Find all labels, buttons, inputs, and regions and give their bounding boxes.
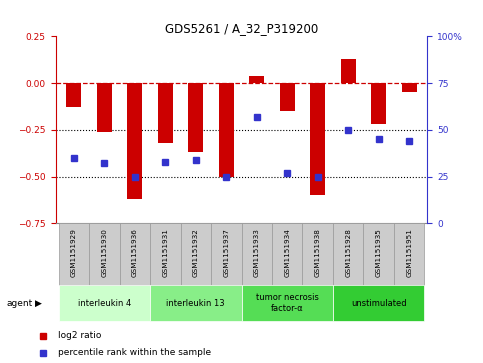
- Text: log2 ratio: log2 ratio: [58, 331, 101, 340]
- Bar: [333, 223, 363, 285]
- Text: GSM1151935: GSM1151935: [376, 228, 382, 277]
- Bar: [58, 223, 89, 285]
- Bar: [66, 83, 82, 107]
- Bar: [272, 223, 302, 285]
- Bar: [302, 223, 333, 285]
- Bar: [181, 223, 211, 285]
- Text: interleukin 13: interleukin 13: [167, 299, 225, 307]
- Bar: [219, 83, 234, 176]
- Text: GSM1151933: GSM1151933: [254, 228, 260, 277]
- Bar: [120, 223, 150, 285]
- Bar: [97, 83, 112, 132]
- Text: interleukin 4: interleukin 4: [78, 299, 131, 307]
- Bar: [333, 285, 425, 321]
- Bar: [150, 223, 181, 285]
- Text: GSM1151931: GSM1151931: [162, 228, 168, 277]
- Bar: [188, 83, 203, 152]
- Text: tumor necrosis
factor-α: tumor necrosis factor-α: [256, 293, 319, 313]
- Text: GSM1151932: GSM1151932: [193, 228, 199, 277]
- Title: GDS5261 / A_32_P319200: GDS5261 / A_32_P319200: [165, 22, 318, 35]
- Bar: [211, 223, 242, 285]
- Text: GSM1151938: GSM1151938: [315, 228, 321, 277]
- Text: agent: agent: [6, 299, 32, 308]
- Text: GSM1151934: GSM1151934: [284, 228, 290, 277]
- Bar: [242, 285, 333, 321]
- Text: ▶: ▶: [35, 299, 42, 308]
- Bar: [127, 83, 142, 199]
- Bar: [401, 83, 417, 92]
- Bar: [89, 223, 120, 285]
- Bar: [58, 285, 150, 321]
- Text: GSM1151936: GSM1151936: [132, 228, 138, 277]
- Bar: [249, 77, 264, 83]
- Text: GSM1151928: GSM1151928: [345, 228, 351, 277]
- Text: unstimulated: unstimulated: [351, 299, 407, 307]
- Text: percentile rank within the sample: percentile rank within the sample: [58, 348, 211, 357]
- Text: GSM1151929: GSM1151929: [71, 228, 77, 277]
- Bar: [242, 223, 272, 285]
- Bar: [150, 285, 242, 321]
- Bar: [157, 83, 173, 143]
- Bar: [310, 83, 326, 195]
- Bar: [394, 223, 425, 285]
- Bar: [371, 83, 386, 124]
- Text: GSM1151937: GSM1151937: [223, 228, 229, 277]
- Text: GSM1151930: GSM1151930: [101, 228, 107, 277]
- Bar: [341, 59, 356, 83]
- Bar: [280, 83, 295, 111]
- Text: GSM1151951: GSM1151951: [406, 228, 412, 277]
- Bar: [363, 223, 394, 285]
